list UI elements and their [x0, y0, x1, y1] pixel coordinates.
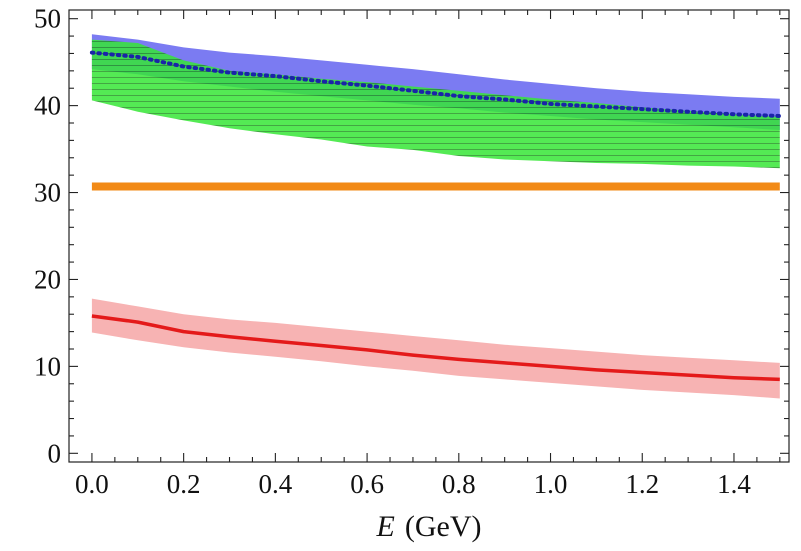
green-hatched-band — [91, 39, 780, 169]
y-tick-label: 0 — [48, 438, 62, 468]
x-tick-label: 0.6 — [350, 469, 384, 499]
x-tick-label: 1.2 — [625, 469, 659, 499]
x-tick-label: 0.2 — [167, 469, 201, 499]
x-tick-label: 1.0 — [534, 469, 568, 499]
x-axis-variable: E — [376, 510, 395, 543]
y-tick-label: 40 — [34, 91, 61, 121]
x-tick-label: 0.8 — [442, 469, 476, 499]
y-tick-label: 30 — [34, 178, 61, 208]
ticks-layer — [69, 10, 789, 462]
y-tick-label: 20 — [34, 264, 61, 294]
lines-layer — [89, 50, 782, 382]
y-tick-label: 50 — [34, 4, 61, 34]
x-tick-label: 1.4 — [717, 469, 751, 499]
plot-frame — [68, 9, 790, 463]
red-solid-curve — [91, 314, 780, 382]
blue-dotted-curve — [89, 50, 782, 118]
tick-labels-layer: 0.0 0.2 0.4 0.6 0.8 1.0 1.2 1.4 0 10 20 30 40 50 — [34, 4, 751, 499]
red-band — [91, 298, 780, 399]
x-axis-unit: (GeV) — [405, 510, 482, 543]
x-axis-title: E (GeV) — [376, 510, 482, 543]
x-tick-label: 0.0 — [75, 469, 109, 499]
y-tick-label: 10 — [34, 351, 61, 381]
x-tick-label: 0.4 — [258, 469, 292, 499]
